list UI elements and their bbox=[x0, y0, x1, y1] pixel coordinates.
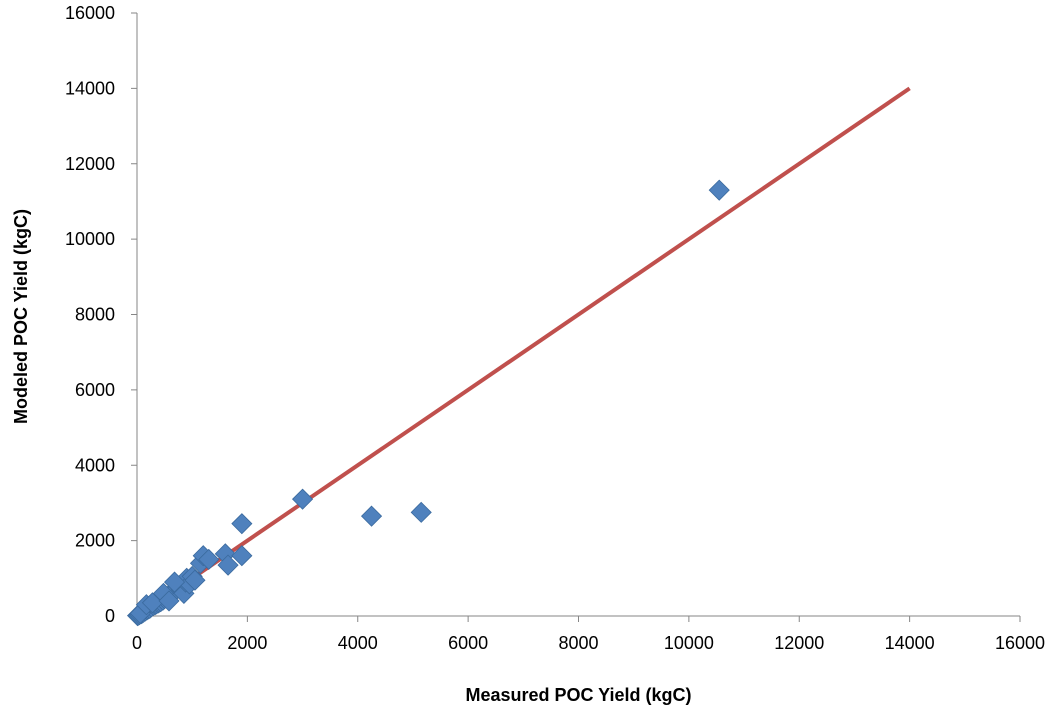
x-tick-label: 0 bbox=[132, 633, 142, 653]
data-point bbox=[163, 571, 186, 593]
x-tick-label: 12000 bbox=[774, 633, 824, 653]
data-point bbox=[360, 505, 383, 527]
fit-line-layer bbox=[135, 86, 911, 618]
y-tick-label: 2000 bbox=[75, 531, 115, 551]
points-layer bbox=[126, 179, 730, 627]
axes: 0 2000 4000 6000 8000 10000 12000 14000 16000 0 20… bbox=[65, 3, 1045, 653]
data-point bbox=[231, 545, 253, 567]
fit-line bbox=[135, 86, 911, 618]
y-tick-label: 8000 bbox=[75, 305, 115, 325]
x-tick-label: 14000 bbox=[885, 633, 935, 653]
x-tick-label: 4000 bbox=[338, 633, 378, 653]
x-tick-label: 6000 bbox=[448, 633, 488, 653]
x-tick-label: 10000 bbox=[664, 633, 714, 653]
x-axis-title: Measured POC Yield (kgC) bbox=[465, 685, 691, 705]
y-axis-title: Modeled POC Yield (kgC) bbox=[11, 209, 31, 424]
data-point bbox=[198, 548, 220, 571]
x-tick-label: 2000 bbox=[227, 633, 267, 653]
x-tick-label: 8000 bbox=[558, 633, 598, 653]
y-tick-label: 14000 bbox=[65, 78, 115, 98]
data-point bbox=[158, 590, 180, 612]
data-point bbox=[231, 513, 253, 535]
data-point bbox=[708, 179, 730, 201]
data-point bbox=[410, 501, 432, 523]
data-point bbox=[184, 569, 206, 591]
y-tick-label: 4000 bbox=[75, 455, 115, 475]
y-tick-label: 16000 bbox=[65, 3, 115, 23]
data-point bbox=[217, 554, 239, 576]
y-tick-label: 0 bbox=[105, 606, 115, 626]
y-tick-label: 10000 bbox=[65, 229, 115, 249]
y-tick-label: 6000 bbox=[75, 380, 115, 400]
data-point bbox=[291, 488, 314, 510]
x-tick-label: 16000 bbox=[995, 633, 1045, 653]
y-tick-label: 12000 bbox=[65, 154, 115, 174]
